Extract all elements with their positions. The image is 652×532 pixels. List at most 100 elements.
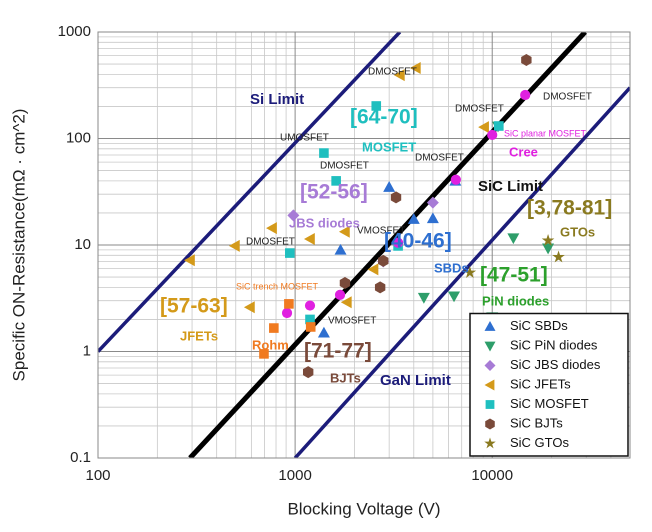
point: [287, 209, 300, 222]
y-tick-label: 10: [74, 236, 91, 253]
series-annotation: Cree: [509, 144, 538, 159]
legend-marker: [485, 418, 495, 430]
annotation: DMOSFET: [543, 92, 592, 103]
point: [340, 296, 352, 309]
y-tick-label: 100: [66, 129, 91, 146]
point: [374, 281, 386, 294]
point: [463, 266, 477, 278]
annotation: DMOSFET: [368, 67, 417, 78]
point: [507, 233, 520, 245]
annotation: DMOSFET: [415, 153, 464, 164]
legend: SiC SBDs SiC PiN diodes SiC JBS diodes SiC …: [469, 312, 629, 457]
point: [334, 243, 347, 255]
annotation: PiN diodes: [482, 293, 549, 308]
point: [305, 322, 316, 332]
point: [552, 250, 565, 263]
point: [542, 243, 555, 255]
points: [184, 53, 565, 379]
annotation: JBS diodes: [289, 215, 360, 230]
point: [392, 237, 404, 248]
annotation: [71-77]: [304, 340, 372, 363]
y-tick-label: 1000: [58, 23, 91, 40]
annotation: UMOSFET: [280, 133, 329, 144]
point: [269, 323, 279, 333]
annotation: [40-46]: [384, 230, 452, 253]
x-axis-title: Blocking Voltage (V): [287, 499, 440, 518]
legend-text: SiC BJTs: [510, 415, 563, 430]
annotation: SiC planar MOSFET: [504, 128, 587, 138]
legend-marker: [484, 321, 496, 331]
annotation: DMOSFET: [455, 104, 504, 115]
point: [259, 349, 269, 359]
annotation: MOSFET: [362, 139, 416, 154]
limit-line: [98, 32, 402, 353]
legend-text: SiC MOSFET: [510, 396, 589, 411]
point: [371, 101, 382, 111]
annotation: BJTs: [330, 370, 361, 385]
annotation: JFETs: [180, 328, 218, 343]
point: [304, 232, 315, 245]
limit-label: SiC Limit: [478, 178, 543, 195]
point: [184, 254, 195, 267]
point: [450, 174, 461, 185]
legend-text: SiC JFETs: [510, 376, 571, 391]
legend-text: SiC SBDs: [510, 318, 568, 333]
annotation: [64-70]: [350, 106, 418, 129]
point: [494, 121, 504, 131]
point: [266, 222, 277, 235]
point: [417, 292, 430, 304]
legend-text: SiC JBS diodes: [510, 357, 601, 372]
point: [334, 289, 346, 300]
point: [378, 254, 389, 267]
annotation: DMOSFET: [320, 161, 369, 172]
annotation: VMOSFET: [357, 226, 405, 237]
legend-box: [469, 312, 629, 457]
limit-line: [293, 86, 630, 458]
point: [243, 301, 255, 314]
point: [331, 176, 341, 186]
annotation: VMOSFET: [328, 316, 376, 327]
point: [228, 239, 240, 252]
point: [393, 69, 405, 82]
limit-lines: [98, 32, 630, 458]
annotation: GTOs: [560, 224, 595, 239]
legend-text: SiC PiN diodes: [510, 337, 598, 352]
x-tick-label: 100: [85, 467, 110, 484]
annotation: [52-56]: [300, 181, 368, 204]
y-axis-title: Specific ON-Resistance(mΩ · cm^2): [9, 109, 28, 382]
annotations: DMOSFET [64-70] MOSFET UMOSFET DMOSFET DMOSFE…: [160, 67, 612, 386]
limit-label: Si Limit: [250, 91, 304, 108]
x-tick-label: 1000: [278, 467, 311, 484]
y-tick-label: 1: [83, 342, 91, 359]
point: [426, 196, 439, 209]
point: [541, 233, 555, 246]
annotation: [57-63]: [160, 295, 228, 318]
point: [284, 299, 294, 309]
y-tick-label: 0.1: [70, 449, 91, 466]
point: [304, 300, 316, 311]
legend-marker: [484, 437, 496, 449]
point: [302, 366, 314, 379]
point: [317, 326, 330, 338]
series-annotation: Rohm: [252, 337, 289, 352]
legend-text: SiC GTOs: [510, 435, 569, 450]
annotation: [3,78-81]: [527, 197, 612, 220]
point: [448, 291, 461, 303]
limit-line: [188, 32, 587, 458]
point: [426, 212, 439, 224]
point: [409, 62, 421, 75]
annotation: SBDs: [434, 260, 469, 275]
legend-marker: [484, 379, 495, 391]
point: [520, 89, 531, 101]
point: [487, 129, 498, 141]
point: [305, 314, 315, 325]
limit-label: GaN Limit: [380, 372, 451, 389]
point: [338, 225, 350, 238]
annotation: DMOSFET: [246, 237, 295, 248]
point: [390, 191, 402, 204]
legend-marker: [484, 360, 496, 371]
plot-frame: [97, 31, 631, 459]
point: [521, 53, 532, 66]
